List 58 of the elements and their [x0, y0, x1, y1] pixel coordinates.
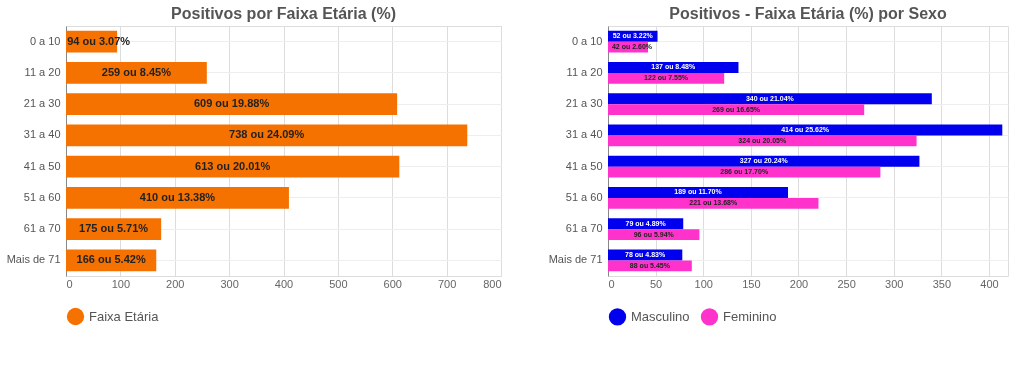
bar [608, 166, 881, 178]
x-tick-label: 300 [220, 277, 239, 290]
x-tick-label: 600 [383, 277, 402, 290]
x-tick-label: 350 [932, 277, 952, 290]
y-tick-label: 51 a 60 [23, 190, 61, 203]
x-tick-label: 200 [789, 277, 809, 290]
bar [608, 124, 1003, 136]
data-label: 175 ou 5.71% [79, 222, 149, 235]
x-tick-label: 200 [166, 277, 185, 290]
x-tick-label: 0 [608, 277, 615, 290]
x-tick-label: 300 [885, 277, 904, 290]
x-tick-label: 400 [980, 277, 999, 290]
y-tick-label: 41 a 50 [565, 159, 603, 172]
bar [66, 186, 289, 209]
bar [608, 155, 920, 167]
y-tick-label: 0 a 10 [571, 34, 603, 47]
legend-label: Faixa Etária [89, 308, 160, 324]
bar [608, 186, 788, 198]
x-tick-label: 100 [694, 277, 713, 290]
data-label: 613 ou 20.01% [195, 159, 271, 172]
x-tick-label: 400 [274, 277, 294, 290]
legend-label: Feminino [723, 308, 777, 324]
y-tick-label: Mais de 71 [6, 253, 61, 266]
bar [66, 124, 468, 147]
bar [608, 93, 932, 105]
legend-label: Masculino [631, 308, 690, 324]
y-tick-label: 11 a 20 [566, 65, 603, 78]
x-tick-label: 50 [649, 277, 663, 290]
data-label: 166 ou 5.42% [76, 253, 146, 266]
bar [66, 155, 400, 178]
y-tick-label: 61 a 70 [23, 222, 61, 235]
x-tick-label: 700 [437, 277, 457, 290]
y-tick-label: 31 a 40 [565, 128, 603, 141]
y-tick-label: Mais de 71 [548, 253, 603, 266]
data-label: 609 ou 19.88% [193, 97, 270, 110]
chart-title: Positivos - Faixa Etária (%) por Sexo [669, 5, 947, 22]
x-tick-label: 150 [742, 277, 761, 290]
x-tick-label: 500 [329, 277, 348, 290]
x-tick-label: 100 [111, 277, 131, 290]
bar [66, 93, 398, 116]
data-label: 410 ou 13.38% [139, 190, 216, 203]
x-tick-label: 800 [483, 277, 502, 290]
y-tick-label: 0 a 10 [29, 34, 61, 47]
y-tick-label: 41 a 50 [23, 159, 61, 172]
y-tick-label: 31 a 40 [23, 128, 61, 141]
y-tick-label: 51 a 60 [565, 190, 603, 203]
chart-title: Positivos por Faixa Etária (%) [171, 5, 396, 22]
y-tick-label: 61 a 70 [565, 222, 603, 235]
x-tick-label: 250 [837, 277, 856, 290]
data-label: 738 ou 24.09% [229, 128, 305, 141]
x-tick-label: 0 [66, 277, 73, 290]
y-tick-label: 11 a 20 [24, 65, 61, 78]
bar [608, 197, 819, 209]
data-label: 259 ou 8.45% [101, 65, 172, 78]
bar [608, 104, 865, 116]
y-tick-label: 21 a 30 [565, 97, 603, 110]
bar [608, 135, 917, 147]
y-tick-label: 21 a 30 [23, 97, 61, 110]
